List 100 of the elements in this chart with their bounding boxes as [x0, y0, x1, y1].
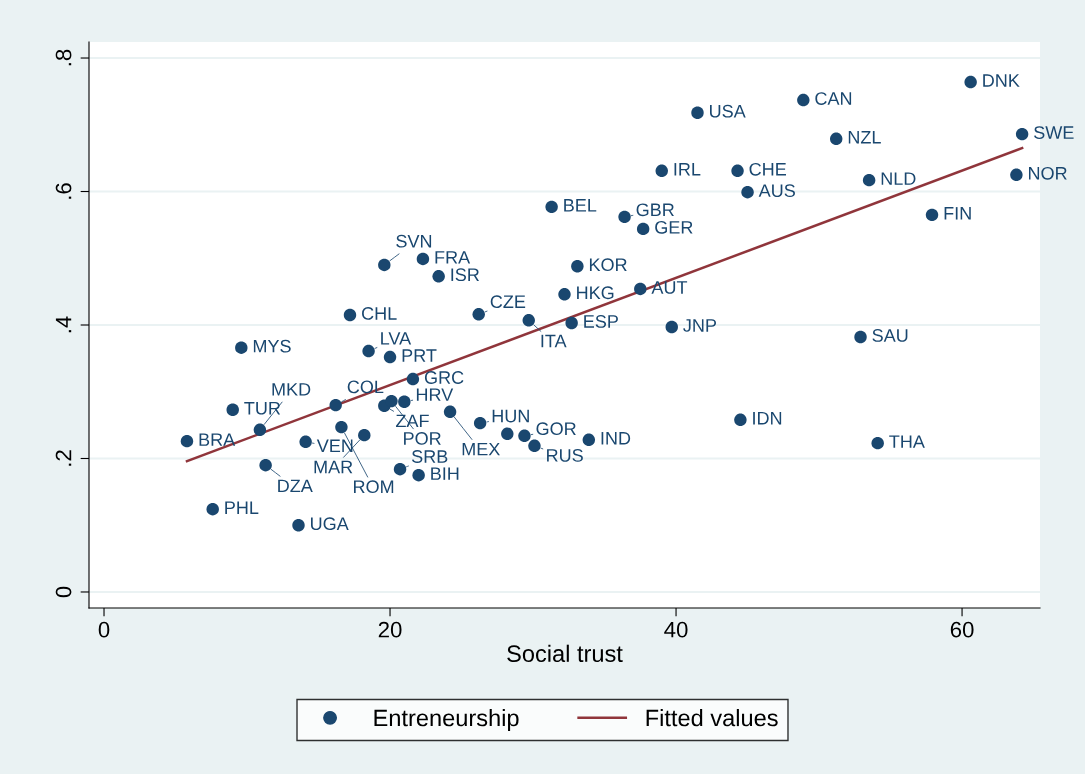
point: [432, 270, 445, 283]
x-tick-label: 60: [950, 621, 974, 638]
point: [528, 439, 541, 453]
annotation: MAR: [314, 460, 353, 474]
annotation: BIH: [431, 467, 459, 480]
annotation: UGA: [311, 517, 349, 531]
annotation: ROM: [354, 480, 394, 494]
legend-label: Entreneurship: [374, 708, 519, 731]
point: [378, 258, 391, 272]
point: [259, 458, 272, 472]
annotation: GOR: [536, 422, 576, 436]
annotation: ZAF: [395, 414, 429, 428]
point: [472, 308, 485, 321]
point: [473, 416, 487, 430]
annotation: IRL: [674, 163, 701, 176]
y-tick-label: .4: [55, 316, 72, 333]
annotation: VEN: [316, 439, 353, 453]
point: [362, 344, 375, 358]
annotation: NLD: [881, 172, 916, 185]
point: [1010, 168, 1023, 182]
point: [226, 403, 239, 416]
annotation: MYS: [253, 339, 291, 353]
annotation: AUT: [651, 281, 688, 294]
point: [634, 282, 647, 296]
annotation: DZA: [278, 479, 313, 493]
y-tick-label: .8: [55, 49, 72, 66]
annotation: CHL: [362, 307, 397, 320]
annotation: SWE: [1034, 126, 1074, 139]
point: [329, 398, 342, 412]
point: [665, 320, 678, 334]
point: [925, 208, 939, 222]
point: [854, 330, 867, 344]
annotation: IND: [601, 432, 631, 445]
point: [797, 93, 810, 107]
point: [871, 436, 884, 450]
point: [206, 503, 219, 516]
annotation: ITA: [541, 334, 567, 348]
annotation: THA: [889, 435, 925, 448]
annotation: CZE: [490, 295, 526, 309]
x-tick-label: 40: [664, 621, 688, 638]
point: [655, 164, 668, 178]
point: [383, 350, 397, 364]
point: [636, 222, 650, 236]
point: [406, 372, 420, 386]
point: [358, 428, 371, 442]
point: [964, 75, 977, 89]
annotation: DNK: [983, 74, 1020, 87]
point: [571, 260, 584, 273]
annotation: KOR: [589, 258, 627, 272]
annotation: COL: [347, 380, 384, 394]
annotation: FRA: [435, 251, 471, 264]
point: [691, 106, 704, 119]
point: [741, 185, 754, 199]
annotation: IDN: [753, 412, 782, 425]
point: [180, 434, 194, 448]
point: [582, 433, 596, 447]
point: [565, 316, 578, 330]
annotation: PRT: [402, 349, 437, 362]
y-tick-label: .6: [55, 183, 72, 199]
annotation: MKD: [272, 383, 311, 396]
point: [343, 308, 357, 322]
point: [734, 413, 747, 426]
point: [299, 435, 312, 449]
y-tick-label: .2: [55, 450, 72, 466]
point: [618, 210, 631, 224]
point: [385, 394, 398, 408]
annotation: BEL: [564, 199, 597, 212]
point: [522, 314, 535, 327]
point: [292, 519, 305, 532]
annotation: HKG: [577, 286, 614, 300]
annotation: NOR: [1029, 166, 1067, 180]
point: [393, 462, 407, 476]
point: [545, 200, 558, 214]
annotation: NZL: [848, 131, 881, 144]
annotation: JNP: [683, 319, 717, 332]
annotation: CAN: [815, 92, 852, 105]
annotation: TUR: [244, 402, 281, 415]
annotation: GER: [655, 220, 693, 234]
annotation: RUS: [547, 448, 583, 462]
point: [416, 252, 430, 266]
point: [731, 164, 744, 178]
legend-label: Fitted values: [646, 708, 778, 727]
annotation: SRB: [411, 450, 448, 463]
point: [412, 468, 425, 482]
annotation: GBR: [636, 203, 674, 217]
annotation: ISR: [451, 268, 480, 282]
point: [1015, 127, 1029, 141]
point: [501, 427, 514, 441]
annotation: USA: [710, 104, 746, 118]
annotation: PHL: [225, 501, 259, 514]
point: [518, 429, 531, 443]
annotation: FIN: [944, 207, 971, 220]
point: [862, 173, 876, 187]
x-tick-label: 20: [378, 621, 402, 638]
point: [253, 423, 267, 436]
annotation: ESP: [584, 315, 618, 328]
x-axis-title: Social trust: [507, 644, 623, 663]
annotation: HRV: [416, 388, 454, 401]
annotation: MEX: [462, 442, 500, 456]
point: [830, 132, 843, 145]
